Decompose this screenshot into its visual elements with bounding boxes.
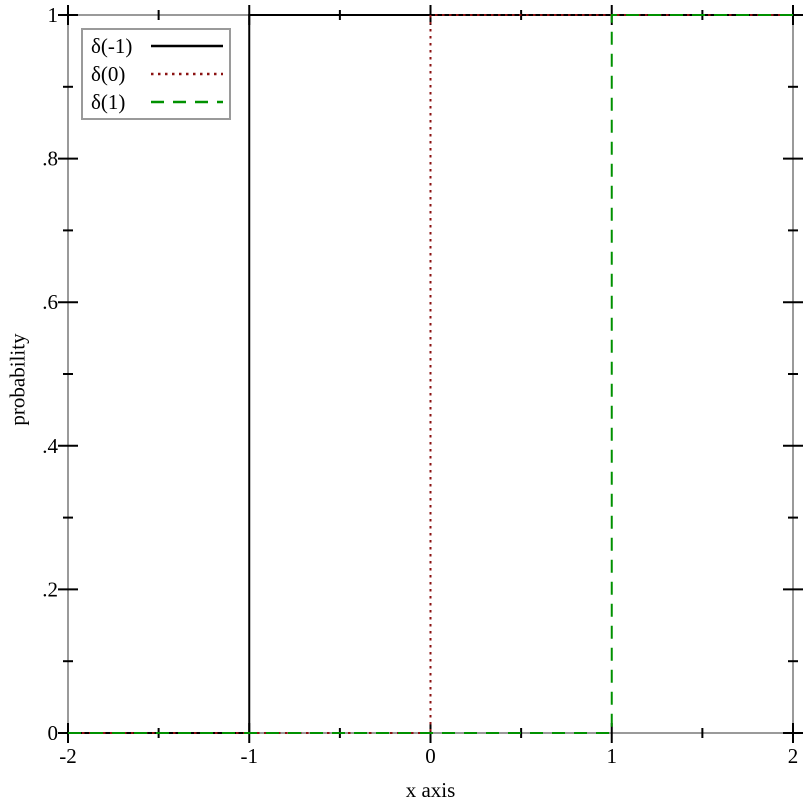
legend-entry-delta-0: δ(0) <box>91 60 223 88</box>
legend-label-delta-neg1: δ(-1) <box>91 33 133 58</box>
legend: δ(-1) δ(0) δ(1) <box>81 28 231 120</box>
y-tick-label: .6 <box>42 290 58 314</box>
x-tick-label: 0 <box>425 744 436 768</box>
x-tick-label: -2 <box>59 744 77 768</box>
legend-line-sample-solid <box>151 44 223 48</box>
legend-line-sample-dashed <box>151 100 223 104</box>
legend-label-delta-1: δ(1) <box>91 89 126 114</box>
legend-entry-delta-1: δ(1) <box>91 88 223 116</box>
legend-entry-delta-neg1: δ(-1) <box>91 32 223 60</box>
x-axis-label: x axis <box>405 778 456 802</box>
x-tick-label: 2 <box>788 744 799 768</box>
y-tick-label: 0 <box>48 721 59 745</box>
y-tick-label: .2 <box>42 577 58 601</box>
x-tick-label: -1 <box>241 744 259 768</box>
series-line-1 <box>68 14 793 734</box>
legend-label-delta-0: δ(0) <box>91 61 126 86</box>
y-tick-label: 1 <box>48 3 59 27</box>
y-tick-label: .8 <box>42 147 58 171</box>
series-line-2 <box>68 14 793 734</box>
x-tick-label: 1 <box>607 744 618 768</box>
y-axis-label: probability <box>5 333 30 426</box>
legend-line-sample-dotted <box>151 72 223 76</box>
y-tick-label: .4 <box>42 434 58 458</box>
